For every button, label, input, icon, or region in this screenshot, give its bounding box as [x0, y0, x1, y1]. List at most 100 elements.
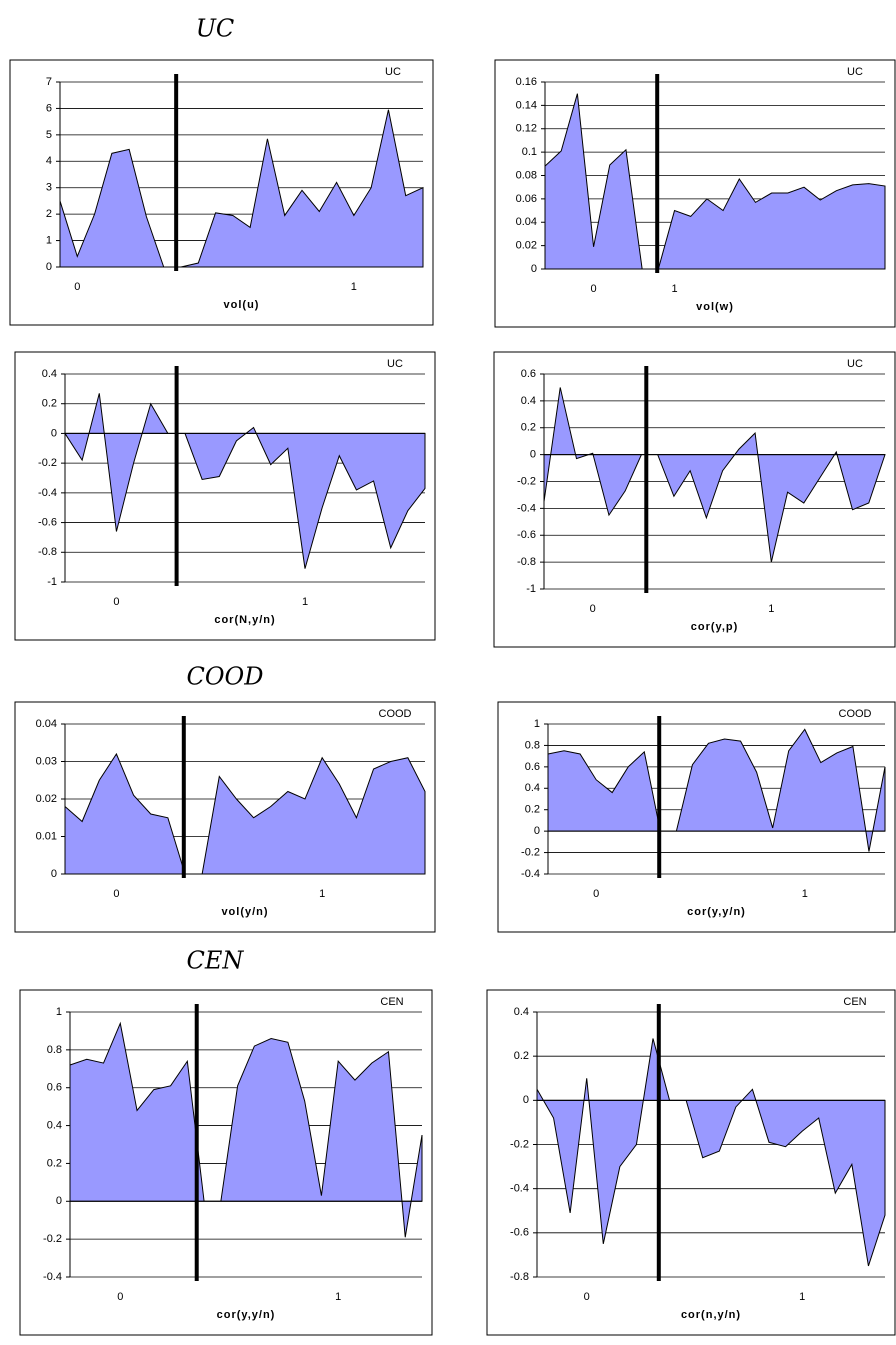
y-tick-label: 0.04 — [516, 216, 537, 228]
chart-label: CEN — [380, 996, 403, 1008]
y-tick-label: 0 — [531, 263, 537, 275]
x-axis-label: vol(u) — [224, 299, 260, 311]
x-axis-label: vol(y/n) — [221, 906, 268, 918]
y-tick-label: 2 — [46, 208, 52, 220]
x-axis-label: cor(y,y/n) — [687, 906, 746, 918]
y-tick-label: 0.6 — [47, 1082, 62, 1094]
chart-label: COOD — [839, 708, 872, 720]
y-tick-label: -0.4 — [510, 1183, 529, 1195]
y-tick-label: 0.02 — [516, 240, 537, 252]
chart-label: CEN — [843, 996, 866, 1008]
x-tick-label: 0 — [591, 283, 597, 295]
x-tick-label: 1 — [671, 283, 677, 295]
y-tick-label: 0.6 — [521, 368, 536, 380]
y-tick-label: 0.16 — [516, 76, 537, 88]
y-tick-label: -0.8 — [517, 556, 536, 568]
y-tick-label: 0.08 — [516, 169, 537, 181]
x-tick-label: 0 — [584, 1291, 590, 1303]
y-tick-label: 0.4 — [42, 368, 57, 380]
y-tick-label: 0 — [534, 825, 540, 837]
chart-label: UC — [385, 66, 401, 78]
x-tick-label: 1 — [351, 281, 357, 293]
area — [69, 1021, 423, 1238]
y-tick-label: 0.4 — [47, 1119, 62, 1131]
x-axis-label: cor(N,y/n) — [214, 614, 275, 626]
y-tick-label: -0.6 — [38, 516, 57, 528]
x-tick-label: 0 — [590, 603, 596, 615]
y-tick-label: 0 — [51, 868, 57, 880]
section-heading: COOD — [187, 663, 264, 691]
y-tick-label: 0 — [523, 1094, 529, 1106]
area — [64, 752, 426, 875]
y-tick-label: 0.2 — [47, 1157, 62, 1169]
y-tick-label: -0.8 — [38, 546, 57, 558]
y-tick-label: -0.6 — [510, 1227, 529, 1239]
y-tick-label: 0.4 — [525, 782, 540, 794]
x-axis-label: cor(y,p) — [691, 621, 739, 633]
area — [59, 109, 424, 268]
y-tick-label: 4 — [46, 155, 52, 167]
y-tick-label: 0 — [51, 427, 57, 439]
y-tick-label: 0 — [46, 261, 52, 273]
y-tick-label: 0.2 — [42, 398, 57, 410]
x-tick-label: 0 — [117, 1291, 123, 1303]
x-tick-label: 0 — [74, 281, 80, 293]
y-tick-label: -0.2 — [517, 475, 536, 487]
y-tick-label: 1 — [534, 718, 540, 730]
y-tick-label: 0.4 — [514, 1006, 529, 1018]
x-axis-label: cor(n,y/n) — [681, 1309, 741, 1321]
area — [536, 1038, 886, 1267]
y-tick-label: 0.1 — [522, 146, 537, 158]
y-tick-label: 0.04 — [36, 718, 57, 730]
y-tick-label: 5 — [46, 129, 52, 141]
y-tick-label: -0.4 — [43, 1271, 62, 1283]
chart-frame — [14, 351, 436, 641]
area — [544, 93, 886, 270]
y-tick-label: 6 — [46, 102, 52, 114]
y-tick-label: -0.8 — [510, 1271, 529, 1283]
y-tick-label: 0.03 — [36, 755, 57, 767]
y-tick-label: 0.2 — [525, 804, 540, 816]
y-tick-label: 0 — [530, 449, 536, 461]
y-tick-label: 3 — [46, 182, 52, 194]
y-tick-label: 0.2 — [521, 422, 536, 434]
y-tick-label: 0.06 — [516, 193, 537, 205]
y-tick-label: 0.14 — [516, 99, 537, 111]
y-tick-label: 0.02 — [36, 793, 57, 805]
y-tick-label: -1 — [47, 576, 57, 588]
x-axis-label: vol(w) — [696, 301, 734, 313]
chart-label: UC — [847, 66, 863, 78]
y-tick-label: 0.8 — [525, 739, 540, 751]
y-tick-label: 0.01 — [36, 830, 57, 842]
y-tick-label: -0.4 — [517, 502, 536, 514]
y-tick-label: 0 — [56, 1195, 62, 1207]
area — [543, 387, 886, 563]
x-tick-label: 1 — [319, 888, 325, 900]
area — [547, 728, 886, 852]
x-tick-label: 1 — [335, 1291, 341, 1303]
x-tick-label: 0 — [113, 596, 119, 608]
y-tick-label: -0.2 — [43, 1233, 62, 1245]
y-tick-label: -1 — [526, 583, 536, 595]
section-heading: UC — [196, 15, 235, 43]
chart-label: UC — [387, 358, 403, 370]
chart-label: UC — [847, 358, 863, 370]
y-tick-label: 1 — [56, 1006, 62, 1018]
x-tick-label: 0 — [593, 888, 599, 900]
x-tick-label: 0 — [113, 888, 119, 900]
chart-frame — [493, 351, 896, 648]
y-tick-label: -0.2 — [510, 1138, 529, 1150]
chart-label: COOD — [379, 708, 412, 720]
x-tick-label: 1 — [802, 888, 808, 900]
y-tick-label: 1 — [46, 234, 52, 246]
y-tick-label: -0.4 — [521, 868, 540, 880]
y-tick-label: -0.4 — [38, 487, 57, 499]
y-tick-label: -0.2 — [521, 846, 540, 858]
x-tick-label: 1 — [799, 1291, 805, 1303]
x-axis-label: cor(y,y/n) — [217, 1309, 276, 1321]
y-tick-label: 0.6 — [525, 761, 540, 773]
chart-frame — [9, 59, 434, 326]
y-tick-label: 7 — [46, 76, 52, 88]
y-tick-label: 0.12 — [516, 123, 537, 135]
